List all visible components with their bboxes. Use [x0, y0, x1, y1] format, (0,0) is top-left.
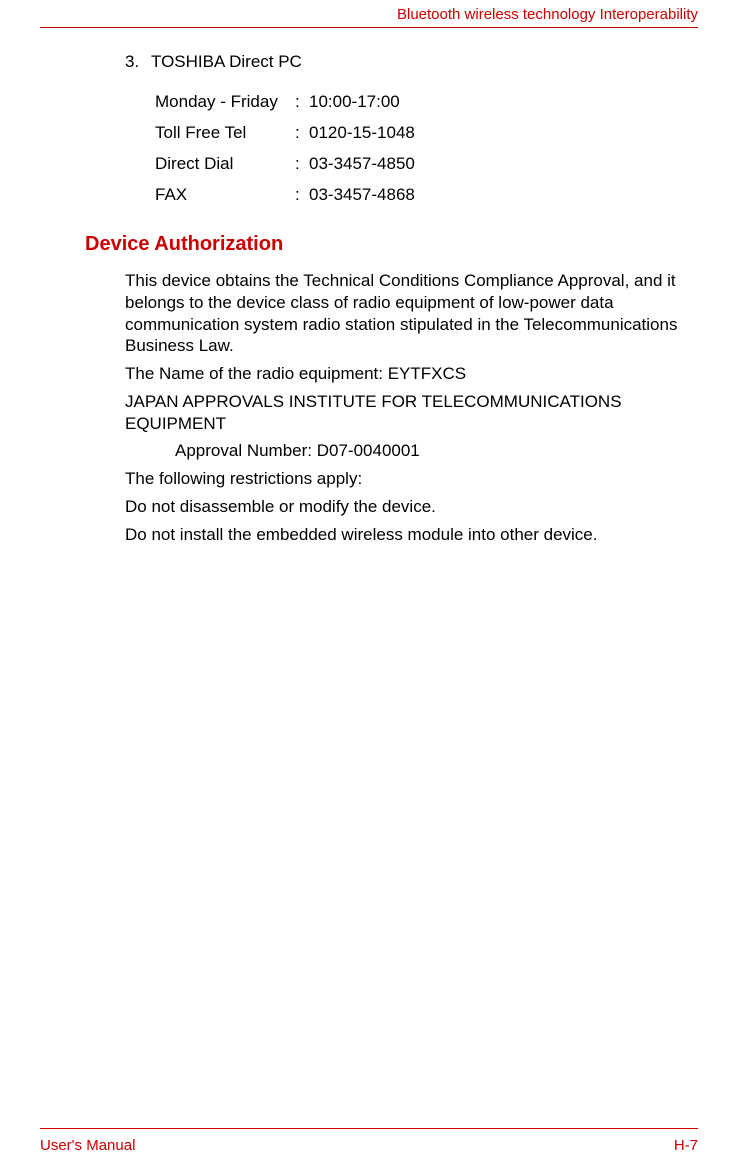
footer-row: User's Manual H-7: [40, 1137, 698, 1154]
numbered-item: 3. TOSHIBA Direct PC: [125, 52, 688, 72]
page: Bluetooth wireless technology Interopera…: [0, 0, 738, 1172]
paragraph: Do not disassemble or modify the device.: [125, 496, 688, 518]
paragraph: The Name of the radio equipment: EYTFXCS: [125, 363, 688, 385]
section-heading: Device Authorization: [85, 233, 688, 256]
paragraph: The following restrictions apply:: [125, 468, 688, 490]
paragraph: This device obtains the Technical Condit…: [125, 270, 688, 357]
footer-left: User's Manual: [40, 1137, 135, 1154]
contact-label: FAX: [155, 185, 295, 205]
content-area: 3. TOSHIBA Direct PC Monday - Friday : 1…: [40, 52, 698, 545]
footer-right: H-7: [674, 1137, 698, 1154]
contact-value: 10:00-17:00: [309, 92, 400, 112]
contact-row: Toll Free Tel : 0120-15-1048: [155, 123, 688, 143]
contact-table: Monday - Friday : 10:00-17:00 Toll Free …: [155, 92, 688, 205]
header-title: Bluetooth wireless technology Interopera…: [397, 6, 698, 23]
paragraph: Do not install the embedded wireless mod…: [125, 524, 688, 546]
contact-value: 03-3457-4850: [309, 154, 415, 174]
item-title: TOSHIBA Direct PC: [151, 52, 302, 72]
paragraph-indent: Approval Number: D07-0040001: [125, 440, 688, 462]
contact-colon: :: [295, 154, 309, 174]
contact-value: 0120-15-1048: [309, 123, 415, 143]
contact-label: Monday - Friday: [155, 92, 295, 112]
contact-row: Direct Dial : 03-3457-4850: [155, 154, 688, 174]
contact-row: Monday - Friday : 10:00-17:00: [155, 92, 688, 112]
contact-value: 03-3457-4868: [309, 185, 415, 205]
contact-label: Direct Dial: [155, 154, 295, 174]
page-footer: User's Manual H-7: [40, 1128, 698, 1154]
footer-rule: [40, 1128, 698, 1129]
contact-colon: :: [295, 185, 309, 205]
contact-colon: :: [295, 92, 309, 112]
page-header: Bluetooth wireless technology Interopera…: [40, 0, 698, 27]
header-rule: [40, 27, 698, 28]
paragraph: JAPAN APPROVALS INSTITUTE FOR TELECOMMUN…: [125, 391, 688, 435]
item-number: 3.: [125, 52, 151, 72]
contact-colon: :: [295, 123, 309, 143]
contact-row: FAX : 03-3457-4868: [155, 185, 688, 205]
contact-label: Toll Free Tel: [155, 123, 295, 143]
